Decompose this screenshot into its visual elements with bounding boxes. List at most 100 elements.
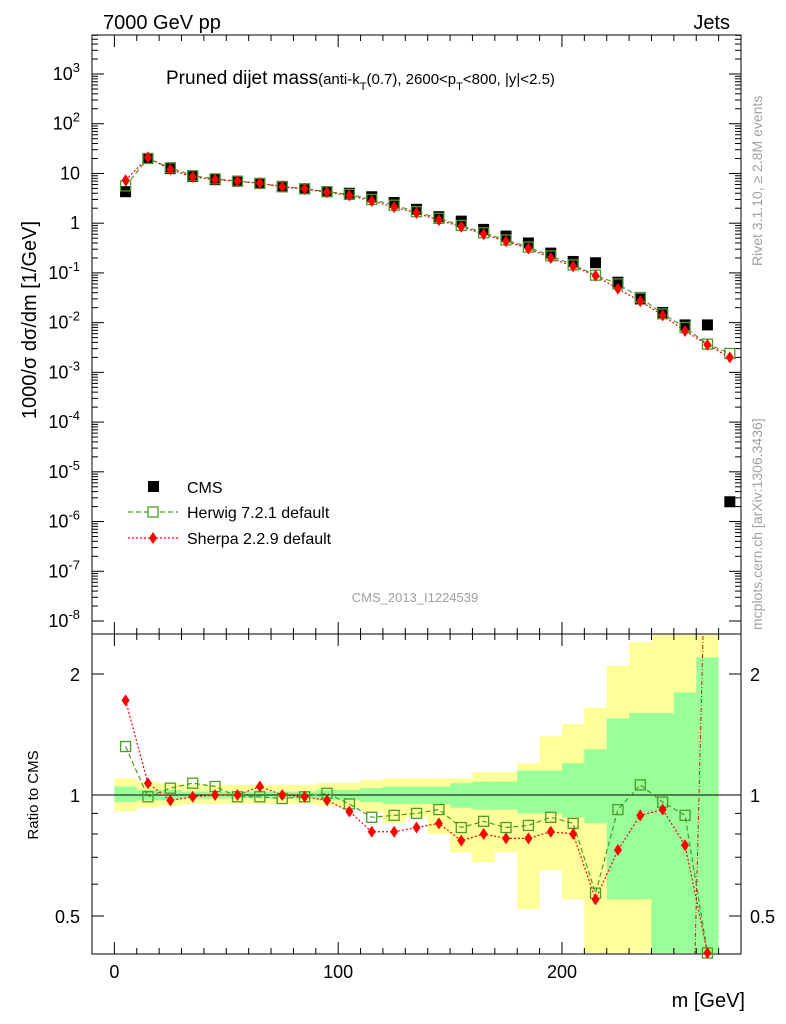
ratio-sherpa-point xyxy=(390,825,399,838)
sherpa-point xyxy=(188,170,197,183)
ratio-sherpa-point xyxy=(255,780,264,793)
ratio-sherpa-line xyxy=(124,700,709,954)
ratio-sherpa-point xyxy=(457,834,466,847)
cms-point xyxy=(120,186,132,198)
cms-point xyxy=(701,319,713,331)
ratio-herwig-point xyxy=(433,803,445,816)
ratio-y-tick-labels: 0.5 0.5 1 1 2 2 xyxy=(55,665,775,927)
ratio-outlier-line xyxy=(694,635,704,955)
sherpa-point xyxy=(636,295,645,308)
ratio-sherpa-point xyxy=(233,789,242,801)
ratio-sherpa-point xyxy=(188,790,197,803)
ratio-y-tick-label-right: 1 xyxy=(750,786,760,806)
ratio-sherpa-point xyxy=(546,825,555,838)
ratio-herwig-point xyxy=(477,815,490,827)
ratio-band-inner xyxy=(606,718,630,900)
ratio-band-inner xyxy=(673,692,697,953)
legend: CMS Herwig 7.2.1 default Sherpa 2.2.9 de… xyxy=(128,480,332,548)
ratio-x-tick-label: 100 xyxy=(323,962,353,982)
ratio-herwig-point xyxy=(522,819,535,832)
ratio-x-axis-title: m [GeV] xyxy=(672,990,745,1012)
ratio-axis-ticks xyxy=(91,634,742,954)
ratio-sherpa-point xyxy=(143,777,152,790)
main-title: Pruned dijet mass(anti-kT(0.7), 2600<pT<… xyxy=(166,68,555,93)
legend-sherpa-marker xyxy=(149,532,157,544)
ratio-sherpa-point xyxy=(412,821,421,834)
ratio-y-tick-label-right: 0.5 xyxy=(750,907,775,927)
ratio-sherpa-point xyxy=(345,805,354,818)
ratio-sherpa-point xyxy=(211,789,220,801)
ratio-band-inner xyxy=(651,712,674,953)
ratio-y-axis-title: Ratio to CMS xyxy=(25,750,42,839)
main-y-axis-title: 1000/σ dσ/dm [1/GeV] xyxy=(19,221,41,419)
sherpa-point xyxy=(524,242,533,255)
herwig-line xyxy=(125,157,731,355)
main-y-tick-labels: 10-8 10-7 10-6 10-5 10-4 10-3 10-2 10-1 1 10 102 10… xyxy=(48,60,80,631)
main-y-tick-label: 10-1 xyxy=(48,259,80,283)
legend-sherpa-label: Sherpa 2.2.9 default xyxy=(187,531,332,548)
ratio-sherpa-point xyxy=(367,825,376,838)
ratio-band-inner xyxy=(629,712,652,900)
sherpa-point xyxy=(681,324,690,337)
sherpa-point xyxy=(479,228,488,241)
main-y-tick-label: 10-3 xyxy=(48,358,80,382)
main-y-tick-label: 1 xyxy=(70,213,80,233)
sherpa-point xyxy=(345,189,354,202)
cms-point xyxy=(724,496,736,508)
ratio-herwig-point xyxy=(634,779,646,791)
ratio-sherpa-point xyxy=(636,809,645,822)
ratio-band-inner xyxy=(517,770,540,814)
legend-cms-marker xyxy=(148,481,159,492)
ratio-band-inner xyxy=(584,749,607,824)
ratio-sherpa-point xyxy=(591,893,600,906)
ratio-band-inner xyxy=(539,770,562,814)
ratio-band-inner xyxy=(114,786,137,803)
main-axis-ticks xyxy=(92,34,742,634)
sherpa-point xyxy=(255,177,264,190)
ratio-sherpa-point xyxy=(658,803,667,816)
header-left: 7000 GeV pp xyxy=(103,12,221,34)
sherpa-point xyxy=(367,194,376,207)
sherpa-point xyxy=(300,182,309,195)
ratio-y-tick-label-right: 2 xyxy=(750,665,760,685)
ratio-herwig-point xyxy=(366,811,378,823)
main-y-tick-label: 10-7 xyxy=(48,557,80,581)
sherpa-point xyxy=(211,173,220,186)
rivet-version-text: Rivet 3.1.10, ≥ 2.8M events xyxy=(749,96,765,266)
ratio-herwig-point xyxy=(119,740,132,753)
ratio-y-tick-label-left: 2 xyxy=(70,665,80,685)
main-y-tick-label: 10-4 xyxy=(48,408,80,432)
ratio-sherpa-point xyxy=(703,947,712,959)
ratio-sherpa-point xyxy=(278,789,287,801)
ratio-band-inner xyxy=(494,781,518,810)
ratio-herwig-point xyxy=(142,791,154,803)
header-right: Jets xyxy=(693,12,730,34)
ratio-band-inner xyxy=(472,781,495,810)
sherpa-point xyxy=(143,151,152,164)
sherpa-point xyxy=(412,207,421,220)
main-y-tick-label: 103 xyxy=(53,60,80,84)
sherpa-point xyxy=(658,309,667,322)
ratio-y-tick-label-left: 1 xyxy=(70,786,80,806)
ratio-band-inner xyxy=(561,763,585,818)
analysis-id: CMS_2013_I1224539 xyxy=(352,590,479,605)
ratio-band-outer xyxy=(584,707,607,953)
main-y-tick-label: 10-8 xyxy=(48,607,80,631)
ratio-uncertainty-bands xyxy=(114,635,719,953)
ratio-panel-frame xyxy=(91,633,742,955)
sherpa-point xyxy=(591,269,600,282)
main-series-layer xyxy=(119,151,736,508)
sherpa-point xyxy=(390,201,399,214)
sherpa-point xyxy=(121,174,130,187)
ratio-band-inner xyxy=(696,657,719,953)
ratio-series-layer xyxy=(119,694,714,959)
sherpa-point xyxy=(166,163,175,176)
ratio-herwig-point xyxy=(455,821,467,834)
sherpa-point xyxy=(233,175,242,188)
ratio-x-tick-labels: 0 100 200 xyxy=(109,962,577,982)
ratio-sherpa-point xyxy=(121,694,130,707)
sherpa-point xyxy=(457,220,466,233)
ratio-sherpa-point xyxy=(479,827,488,840)
mcplots-text: mcplots.cern.ch [arXiv:1306.3436] xyxy=(749,418,765,630)
